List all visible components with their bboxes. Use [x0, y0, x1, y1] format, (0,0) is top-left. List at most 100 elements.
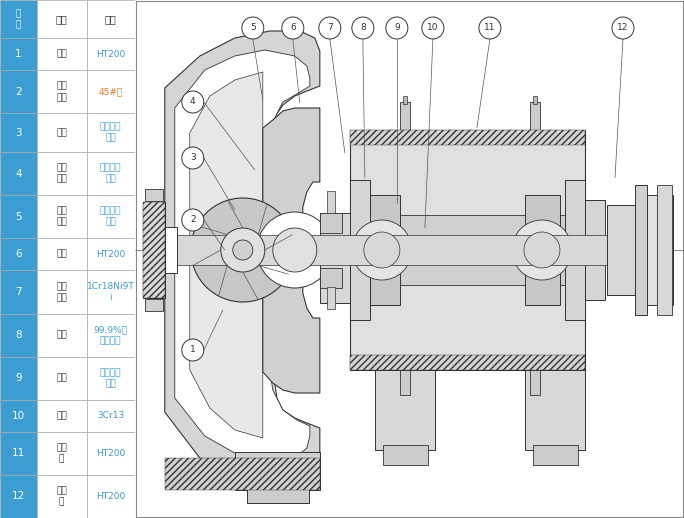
Bar: [375, 370, 435, 450]
Text: 7: 7: [15, 287, 22, 297]
Text: 2: 2: [15, 87, 22, 97]
Text: 叶轮
骨架: 叶轮 骨架: [56, 82, 67, 102]
Circle shape: [242, 17, 264, 39]
Bar: [36, 113, 87, 152]
Text: 泵体: 泵体: [56, 50, 67, 59]
Bar: [635, 185, 647, 315]
Bar: [165, 458, 320, 490]
Text: 6: 6: [290, 23, 295, 33]
Bar: [87, 432, 135, 475]
Circle shape: [221, 228, 265, 272]
Text: 叶轮: 叶轮: [56, 128, 67, 137]
Circle shape: [256, 212, 333, 288]
Text: 序
号: 序 号: [16, 9, 21, 29]
Text: 12: 12: [617, 23, 629, 33]
Bar: [87, 475, 135, 518]
Text: HT200: HT200: [96, 50, 125, 59]
Text: HT200: HT200: [96, 250, 125, 259]
Text: 3Cr13: 3Cr13: [97, 411, 124, 420]
Bar: [0, 356, 36, 399]
Text: 泵体
衬里: 泵体 衬里: [56, 164, 67, 184]
Bar: [0, 270, 36, 313]
Text: 5: 5: [15, 212, 22, 222]
Circle shape: [352, 220, 412, 280]
Bar: [87, 270, 135, 313]
Text: 静环: 静环: [56, 330, 67, 339]
Text: 12: 12: [12, 492, 25, 501]
Text: 名称: 名称: [55, 14, 68, 24]
Polygon shape: [175, 50, 310, 460]
Bar: [320, 213, 350, 303]
Text: 3: 3: [15, 128, 22, 138]
Text: 7: 7: [327, 23, 332, 33]
Bar: [350, 215, 585, 285]
Bar: [400, 102, 410, 130]
Bar: [0, 0, 36, 38]
Text: HT200: HT200: [96, 492, 125, 501]
Text: 聚全氟乙
丙烯: 聚全氟乙 丙烯: [100, 207, 122, 227]
Bar: [165, 235, 665, 265]
Bar: [143, 202, 165, 298]
Bar: [350, 180, 370, 320]
Bar: [0, 195, 36, 238]
Bar: [320, 268, 342, 288]
Bar: [525, 195, 560, 305]
Bar: [585, 200, 605, 300]
Bar: [530, 102, 540, 130]
Text: 5: 5: [250, 23, 256, 33]
Bar: [565, 180, 585, 320]
Text: 1: 1: [15, 49, 22, 59]
Text: 动环: 动环: [56, 373, 67, 383]
Text: 8: 8: [360, 23, 366, 33]
Bar: [645, 195, 673, 305]
Bar: [36, 356, 87, 399]
Text: 聚全氟乙
丙烯: 聚全氟乙 丙烯: [100, 123, 122, 143]
Text: 4: 4: [15, 168, 22, 179]
Text: 2: 2: [190, 215, 196, 224]
Bar: [533, 445, 578, 465]
Text: 轴承
体: 轴承 体: [56, 443, 67, 464]
Text: 9: 9: [394, 23, 399, 33]
Bar: [143, 202, 165, 298]
Text: 1Cr18Ni9T
i: 1Cr18Ni9T i: [87, 282, 135, 302]
Bar: [0, 38, 36, 70]
Bar: [36, 432, 87, 475]
Bar: [87, 0, 135, 38]
Text: 10: 10: [12, 411, 25, 421]
Text: 11: 11: [12, 449, 25, 458]
Polygon shape: [165, 31, 320, 483]
Bar: [0, 399, 36, 432]
Bar: [36, 399, 87, 432]
Bar: [0, 238, 36, 270]
Text: 99.9%氧
化铝陶瓷: 99.9%氧 化铝陶瓷: [94, 325, 128, 345]
Bar: [36, 70, 87, 113]
Text: 填充四氟
乙烯: 填充四氟 乙烯: [100, 368, 122, 388]
Circle shape: [364, 232, 400, 268]
Text: 11: 11: [484, 23, 496, 33]
Bar: [0, 152, 36, 195]
Bar: [525, 370, 585, 450]
Bar: [36, 238, 87, 270]
Bar: [327, 191, 335, 213]
Bar: [36, 270, 87, 313]
Circle shape: [182, 339, 204, 361]
Bar: [0, 475, 36, 518]
Bar: [145, 189, 163, 201]
Text: 9: 9: [15, 373, 22, 383]
Bar: [36, 0, 87, 38]
Bar: [400, 370, 410, 395]
Text: 6: 6: [15, 249, 22, 260]
Bar: [350, 130, 585, 370]
Text: 泵盖: 泵盖: [56, 250, 67, 259]
Text: 10: 10: [427, 23, 438, 33]
Circle shape: [524, 232, 560, 268]
Text: 机封
压盖: 机封 压盖: [56, 282, 67, 302]
Bar: [607, 205, 637, 295]
Circle shape: [386, 17, 408, 39]
Bar: [0, 313, 36, 356]
Bar: [87, 152, 135, 195]
Circle shape: [479, 17, 501, 39]
Bar: [350, 130, 585, 145]
Circle shape: [512, 220, 572, 280]
Bar: [145, 299, 163, 311]
